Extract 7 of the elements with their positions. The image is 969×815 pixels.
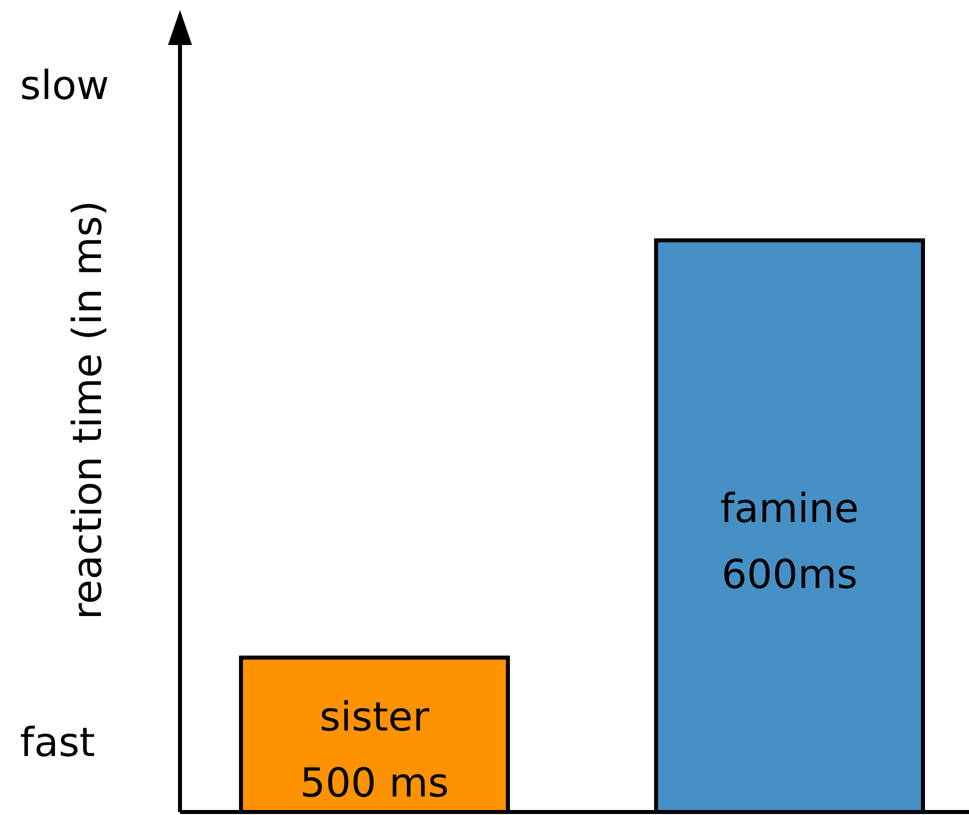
x-tick-label: sister (320, 694, 430, 741)
text: slow (20, 62, 110, 109)
y-axis-title: reaction time (in ms) (64, 200, 111, 620)
text: fast (20, 720, 96, 766)
data-label: 500 ms (300, 760, 449, 807)
data-label: 600ms (721, 552, 858, 598)
x-tick-label: famine (720, 486, 859, 532)
